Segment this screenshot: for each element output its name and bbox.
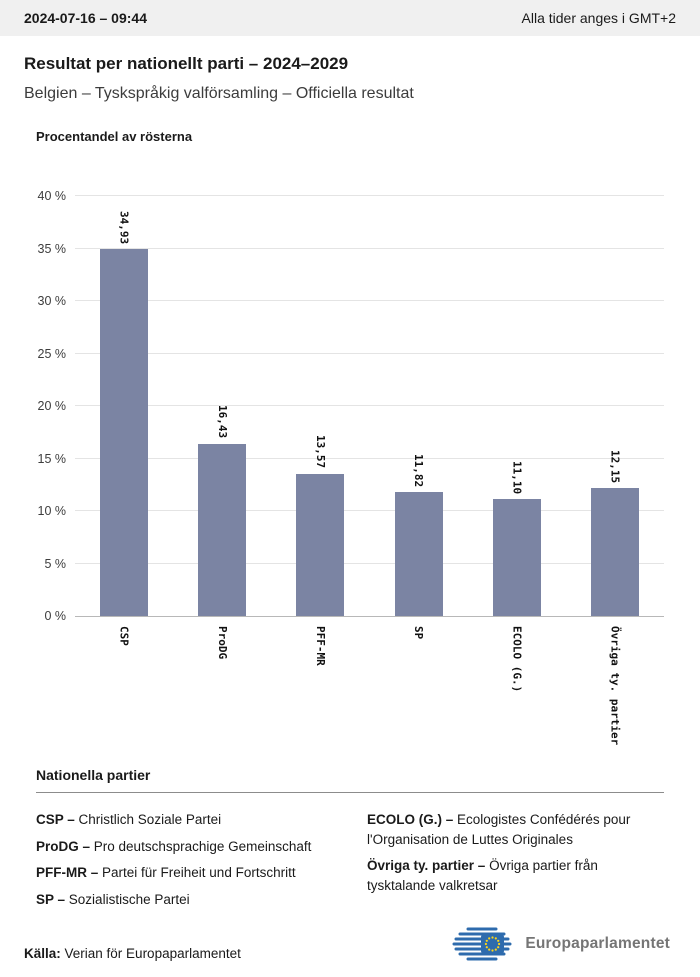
gridline [75,457,664,459]
x-axis-category-label: SP [412,626,426,640]
europarl-brand: Europaparlamentet [449,923,676,965]
legend-item: ECOLO (G.) – Ecologistes Confédérés pour… [367,812,631,847]
x-axis-category-label: ECOLO (G.) [510,626,524,693]
bar [198,443,247,616]
page-title: Resultat per nationellt parti – 2024–202… [24,54,349,73]
top-bar: 2024-07-16 – 09:44 Alla tider anges i GM… [0,0,700,36]
legend-heading: Nationella partier [36,767,151,783]
gridline [75,405,664,406]
legend-columns: CSP – Christlich Soziale Partei ProDG – … [36,810,664,916]
report-datetime: 2024-07-16 – 09:44 [24,10,147,26]
x-label-slot: PFF-MR [271,617,369,747]
x-label-slot: Övriga ty. partier [566,617,664,747]
legend-item: SP – Sozialistische Partei [36,891,190,907]
bar-slot: 34,93 [75,196,173,616]
bar [296,473,345,616]
y-axis-tick: 20 % [37,399,67,413]
page-footer: Källa: Verian för Europaparlamentet [0,923,700,977]
gridline [75,352,664,354]
bar-slot: 11,10 [468,196,566,616]
bar-value-label: 11,82 [412,453,426,487]
page-subtitle: Belgien – Tyskspråkig valförsamling – Of… [24,85,414,102]
source-note: Källa: Verian för Europaparlamentet [24,946,241,965]
bar-slot: 11,82 [370,196,468,616]
party-legend: Nationella partier CSP – Christlich Sozi… [0,767,700,916]
y-axis-tick: 10 % [37,504,67,518]
bars: 34,93 16,43 13,57 11,82 11,10 12,15 [75,196,664,616]
source-text: Verian för Europaparlamentet [60,946,241,961]
bar-slot: 13,57 [271,196,369,616]
legend-item: Övriga ty. partier – Övriga partier från… [367,858,598,893]
y-axis-tick: 30 % [37,294,67,308]
x-label-slot: ProDG [173,617,271,747]
bar-slot: 12,15 [566,196,664,616]
y-axis-tick: 5 % [44,556,66,571]
bar-value-label: 34,93 [117,211,131,245]
legend-item: PFF-MR – Partei für Freiheit und Fortsch… [36,865,296,881]
y-axis-tick: 25 % [37,346,67,361]
bar [492,499,541,616]
y-axis-tick: 35 % [37,241,67,256]
bar [394,491,443,616]
plot-area: 34,93 16,43 13,57 11,82 11,10 12,15 0 % 5 % 10 … [38,189,664,623]
gridline [75,247,664,249]
x-axis-category-label: ProDG [215,626,229,660]
bar-value-label: 16,43 [215,405,229,439]
x-label-slot: SP [370,617,468,747]
bar [100,249,149,616]
bar [590,488,639,616]
x-axis-category-label: Övriga ty. partier [608,626,622,746]
bar-value-label: 13,57 [313,435,327,469]
gridline [75,195,664,196]
title-block: Resultat per nationellt parti – 2024–202… [0,36,700,103]
timezone-note: Alla tider anges i GMT+2 [521,10,676,26]
x-label-slot: CSP [75,617,173,747]
bar-value-label: 11,10 [510,461,524,495]
x-label-slot: ECOLO (G.) [468,617,566,747]
eu-stars [485,936,501,952]
chart-section: Procentandel av rösterna 34,93 16,43 13,57… [0,103,700,747]
europarl-logo-text: Europaparlamentet [525,935,670,952]
x-axis-category-label: PFF-MR [313,626,327,666]
x-axis-category-label: CSP [117,626,131,646]
gridline [75,510,664,511]
eu-flag [481,934,505,954]
y-axis-tick: 40 % [37,189,67,203]
x-labels: CSP ProDG PFF-MR SP ECOLO (G.) Övriga ty. par… [75,617,664,747]
y-axis-tick: 15 % [37,451,67,466]
gridline [75,562,664,564]
legend-column-right: ECOLO (G.) – Ecologistes Confédérés pour… [367,810,664,916]
legend-item: ProDG – Pro deutschsprachige Gemeinschaf… [36,838,312,854]
source-label: Källa: [24,946,61,961]
legend-column-left: CSP – Christlich Soziale Partei ProDG – … [36,810,333,916]
chart-title: Procentandel av rösterna [36,129,193,144]
bar-value-label: 12,15 [608,450,622,484]
legend-divider [36,792,664,793]
europarl-logo-icon [452,927,512,961]
bar-slot: 16,43 [173,196,271,616]
y-axis-tick: 0 % [44,609,66,623]
legend-item: CSP – Christlich Soziale Partei [36,812,222,827]
gridline [75,300,664,301]
